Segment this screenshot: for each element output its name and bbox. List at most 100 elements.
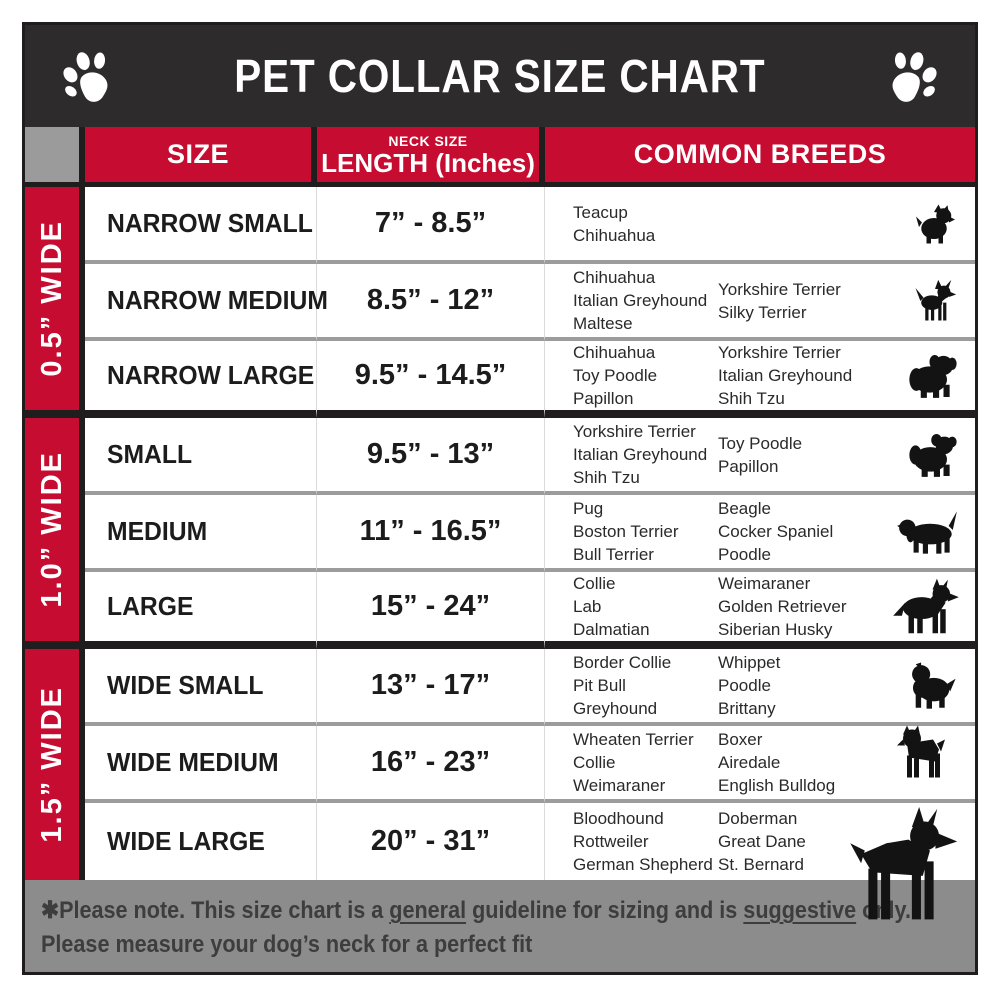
- breed-name: Siberian Husky: [718, 620, 833, 639]
- breed-name: Beagle: [718, 499, 771, 518]
- common-breeds-label: COMMON BREEDS: [633, 139, 887, 169]
- breed-name: Italian Greyhound: [573, 291, 708, 310]
- breed-name: Chihuahua: [573, 343, 656, 362]
- size-cell: NARROW SMALL: [85, 187, 317, 264]
- size-name: NARROW MEDIUM: [107, 285, 328, 315]
- column-header-neck-size: NECK SIZE LENGTH (Inches): [317, 127, 545, 187]
- pit-bull-icon: [903, 658, 961, 714]
- neck-length-cell: 8.5” - 12”: [317, 264, 545, 341]
- underlined-word: suggestive: [743, 897, 857, 924]
- breed-name: Yorkshire Terrier: [573, 422, 696, 441]
- neck-length-value: 9.5” - 14.5”: [354, 359, 507, 391]
- size-table: SIZE NECK SIZE LENGTH (Inches) COMMON BR…: [25, 127, 975, 920]
- breed-list-1: Pug Boston Terrier Bull Terrier: [573, 497, 718, 566]
- size-name: WIDE MEDIUM: [107, 747, 279, 777]
- breed-name: Boxer: [718, 730, 763, 749]
- breed-list-2: Beagle Cocker Spaniel Poodle: [718, 497, 833, 566]
- breed-name: Italian Greyhound: [573, 445, 708, 464]
- breed-name: Shih Tzu: [718, 389, 785, 408]
- width-label-text: 1.5” WIDE: [35, 686, 68, 843]
- footnote-line-2: Please measure your dog’s neck for a per…: [41, 931, 533, 958]
- breeds-cell: Wheaten Terrier Collie Weimaraner Boxer Aire…: [545, 725, 975, 803]
- column-header-size-label: SIZE: [166, 139, 229, 169]
- breed-name: Dalmatian: [573, 620, 650, 639]
- neck-length-value: 15” - 24”: [370, 590, 491, 622]
- breeds-cell: Bloodhound Rottweiler German Shepherd Dober…: [545, 803, 975, 920]
- breed-name: St. Bernard: [718, 855, 804, 874]
- neck-length-value: 16” - 23”: [370, 746, 491, 778]
- breed-name: Lab: [573, 597, 602, 616]
- breed-name: Collie: [573, 753, 616, 772]
- breed-name: Weimaraner: [573, 776, 666, 795]
- size-name: MEDIUM: [107, 516, 208, 546]
- page-title: PET COLLAR SIZE CHART: [234, 50, 766, 102]
- footnote: ✱Please note. This size chart is a gener…: [25, 880, 975, 972]
- chihuahua-icon: [909, 277, 961, 325]
- breeds-cell: Border Collie Pit Bull Greyhound Whippet Poo…: [545, 649, 975, 726]
- breed-name: Pug: [573, 499, 604, 518]
- yorkshire-terrier-icon: [913, 203, 961, 245]
- shepherd-icon: [891, 577, 961, 637]
- breed-list-1: Teacup Chihuahua: [573, 201, 718, 247]
- breed-name: Bull Terrier: [573, 545, 654, 564]
- neck-size-label: NECK SIZE: [388, 132, 468, 149]
- underlined-word: general: [389, 897, 467, 924]
- neck-length-value: 20” - 31”: [370, 825, 491, 857]
- breed-list-2: Whippet Poodle Brittany: [718, 651, 780, 720]
- breed-name: Boston Terrier: [573, 522, 679, 541]
- breed-name: Bloodhound: [573, 809, 664, 828]
- breed-name: Shih Tzu: [573, 468, 640, 487]
- size-cell: WIDE MEDIUM: [85, 726, 317, 803]
- neck-length-cell: 9.5” - 14.5”: [317, 341, 545, 418]
- breed-list-2: Weimaraner Golden Retriever Siberian Husky: [718, 572, 847, 641]
- breed-name: Yorkshire Terrier: [718, 343, 841, 362]
- breed-name: English Bulldog: [718, 776, 836, 795]
- breed-name: Teacup: [573, 202, 628, 222]
- shih-tzu-icon: [905, 430, 961, 480]
- footnote-line-1: ✱Please note. This size chart is a gener…: [41, 897, 911, 924]
- paw-icon: [879, 43, 945, 109]
- size-cell: NARROW MEDIUM: [85, 264, 328, 341]
- breed-name: Toy Poodle: [573, 366, 658, 385]
- breed-name: Poodle: [718, 676, 771, 695]
- column-header-size: SIZE: [85, 127, 317, 187]
- breed-name: Great Dane: [718, 832, 806, 851]
- breed-name: Brittany: [718, 699, 776, 718]
- neck-length-cell: 16” - 23”: [317, 726, 545, 803]
- breed-list-1: Chihuahua Italian Greyhound Maltese: [573, 266, 718, 335]
- neck-length-value: 9.5” - 13”: [366, 438, 495, 470]
- size-name: NARROW LARGE: [107, 360, 315, 390]
- size-cell: WIDE LARGE: [85, 803, 317, 880]
- breed-name: Collie: [573, 574, 616, 593]
- breed-name: Toy Poodle: [718, 433, 803, 453]
- width-group-label: 1.0” WIDE: [25, 418, 85, 649]
- corner-cell: [25, 127, 85, 187]
- breed-list-1: Collie Lab Dalmatian: [573, 572, 718, 641]
- breed-name: Greyhound: [573, 699, 658, 718]
- breed-list-1: Yorkshire Terrier Italian Greyhound Shih T…: [573, 420, 718, 489]
- width-group-label: 0.5” WIDE: [25, 187, 85, 418]
- breed-name: Weimaraner: [718, 574, 811, 593]
- neck-length-value: 7” - 8.5”: [374, 207, 487, 239]
- breed-name: Golden Retriever: [718, 597, 847, 616]
- breed-name: Chihuahua: [573, 225, 656, 245]
- width-label-text: 0.5” WIDE: [35, 220, 68, 377]
- breed-name: Doberman: [718, 809, 798, 828]
- width-label-text: 1.0” WIDE: [35, 451, 68, 608]
- neck-length-cell: 9.5” - 13”: [317, 418, 545, 495]
- size-name: WIDE LARGE: [107, 826, 265, 856]
- breed-name: Cocker Spaniel: [718, 522, 834, 541]
- breeds-cell: Collie Lab Dalmatian Weimaraner Golden Retri…: [545, 572, 975, 649]
- breed-name: Border Collie: [573, 653, 672, 672]
- masthead: PET COLLAR SIZE CHART: [25, 25, 975, 127]
- neck-length-value: 11” - 16.5”: [359, 515, 502, 547]
- doberman-icon: [843, 790, 959, 940]
- breed-name: Whippet: [718, 653, 781, 672]
- breed-list-1: Chihuahua Toy Poodle Papillon: [573, 341, 718, 410]
- breed-name: Yorkshire Terrier: [718, 279, 841, 299]
- breeds-cell: Teacup Chihuahua: [545, 187, 975, 264]
- breed-list-1: Border Collie Pit Bull Greyhound: [573, 651, 718, 720]
- neck-length-cell: 11” - 16.5”: [317, 495, 545, 572]
- breed-list-2: Doberman Great Dane St. Bernard: [718, 807, 806, 876]
- breed-list-2: Boxer Airedale English Bulldog: [718, 728, 835, 797]
